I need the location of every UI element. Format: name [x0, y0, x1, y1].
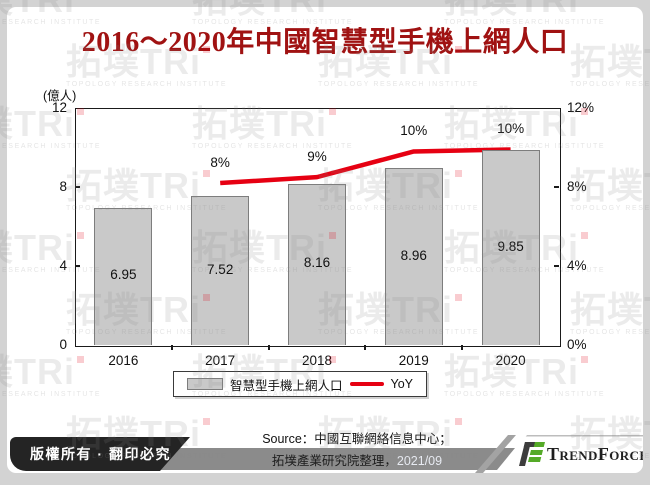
trendforce-icon: [519, 442, 545, 466]
right-axis-tick-label: 0%: [567, 337, 587, 352]
right-axis-tick-label: 4%: [567, 258, 587, 273]
x-axis-tick: [461, 345, 464, 350]
bar-value-label: 9.85: [497, 238, 524, 254]
right-axis-tick-label: 12%: [567, 100, 595, 115]
x-axis-label-2019: 2019: [398, 353, 429, 368]
x-axis-label-2020: 2020: [495, 353, 526, 368]
copyright-text: 版權所有 · 翻印必究: [30, 446, 171, 462]
bar-2016: [94, 207, 153, 345]
legend: 智慧型手機上網人口 YoY: [173, 371, 427, 397]
yoy-point-label: 10%: [497, 121, 525, 137]
bar-2020: [481, 150, 540, 345]
x-axis-tick: [364, 345, 367, 350]
axis-tick: [554, 265, 559, 267]
axis-tick: [75, 265, 80, 267]
legend-line-swatch: [349, 382, 384, 386]
yoy-point-label: 9%: [307, 149, 327, 165]
axis-tick: [75, 186, 80, 188]
source-line-2: 拓墣產業研究院整理，2021/09: [147, 450, 567, 469]
footer-gray-bar: [157, 448, 515, 470]
bar-value-label: 7.52: [207, 261, 234, 277]
chart: (億人) 6.95 2016 7.52 2017 8.16 2018 8.96 2019 9.8…: [7, 7, 643, 473]
bar-2018: [288, 183, 346, 345]
source-date: 2021/09: [396, 454, 443, 468]
source-line-1: Source：中國互聯網絡信息中心；: [262, 432, 452, 446]
bar-2019: [384, 168, 443, 345]
legend-line-label: YoY: [390, 377, 413, 391]
axis-tick: [554, 186, 559, 188]
slide-panel: 2016～2020年中國智慧型手機上網人口 (億人) 6.95 2016 7.52 2…: [7, 7, 643, 473]
source-line-2-text: 拓墣產業研究院整理，: [271, 454, 397, 468]
left-axis-tick-label: 0: [59, 337, 67, 352]
x-axis-tick: [267, 345, 270, 350]
trendforce-logo: TRENDFORCE: [519, 442, 643, 466]
legend-bar-label: 智慧型手機上網人口: [230, 378, 343, 393]
bar-value-label: 6.95: [110, 267, 137, 283]
x-axis-label-2017: 2017: [205, 353, 236, 368]
x-axis-label-2016: 2016: [108, 353, 139, 368]
x-axis-tick: [170, 345, 173, 350]
trendforce-wordmark: TRENDFORCE: [547, 443, 643, 464]
bar-2017: [191, 196, 250, 345]
bar-value-label: 8.16: [303, 255, 331, 271]
copyright-bar: 版權所有 · 翻印必究: [10, 437, 190, 471]
plot-area: [75, 108, 561, 347]
yoy-point-label: 8%: [210, 155, 230, 171]
legend-bar-swatch: [187, 378, 223, 390]
left-axis-tick-label: 8: [59, 179, 67, 194]
left-axis-unit-label: (億人): [43, 89, 77, 103]
page-title: 2016～2020年中國智慧型手機上網人口: [81, 27, 569, 58]
yoy-point-label: 10%: [400, 123, 428, 139]
right-axis-tick-label: 8%: [567, 179, 587, 194]
left-axis-tick-label: 12: [51, 100, 67, 115]
x-axis-label-2018: 2018: [301, 353, 333, 368]
left-axis-tick-label: 4: [59, 258, 67, 273]
bar-value-label: 8.96: [400, 247, 427, 263]
